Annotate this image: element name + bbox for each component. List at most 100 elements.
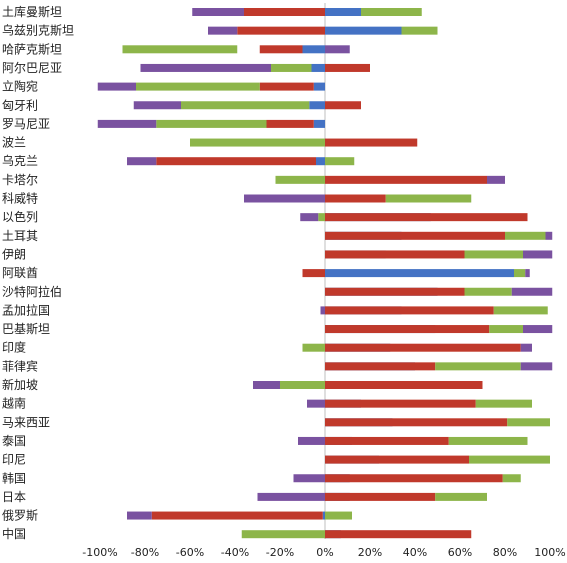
bar-segment (237, 26, 325, 35)
bar-segment (520, 362, 553, 371)
bar-segment (325, 511, 352, 520)
category-label: 马来西亚 (2, 415, 50, 429)
bar-segment (325, 194, 386, 203)
x-tick-label: 40% (403, 546, 427, 559)
category-label: 巴基斯坦 (2, 322, 50, 336)
bar-segment (325, 362, 436, 371)
bar-segment (325, 269, 514, 278)
x-tick-label: -100% (82, 546, 117, 559)
bar-segment (448, 436, 528, 445)
bar-segment (280, 381, 325, 389)
category-label: 阿联酋 (2, 265, 38, 280)
bar-segment (545, 231, 553, 240)
bar-segment (151, 511, 323, 520)
x-tick-label: 20% (358, 546, 382, 559)
bar-segment (309, 101, 325, 110)
bar-segment (475, 399, 532, 408)
bar-segment (464, 287, 512, 296)
bar-segment (127, 511, 152, 520)
category-label: 俄罗斯 (2, 509, 38, 523)
bar-segment (133, 101, 181, 110)
bar-segment (325, 474, 503, 483)
bar-segment (493, 306, 548, 315)
bar-segment (320, 306, 325, 315)
category-label: 以色列 (2, 210, 38, 224)
bar-segment (514, 269, 526, 278)
category-label: 罗马尼亚 (2, 117, 50, 131)
bar-segment (520, 343, 532, 352)
category-label: 新加坡 (2, 377, 38, 392)
bar-segment (325, 418, 508, 427)
category-label: 越南 (2, 396, 26, 411)
bar-segment (97, 119, 157, 128)
x-tick-label: -80% (131, 546, 159, 559)
bar-segment (325, 45, 350, 54)
bar-segment (325, 250, 465, 259)
bar-segment (244, 194, 325, 203)
bar-segment (325, 231, 505, 240)
x-tick-label: -60% (176, 546, 204, 559)
x-tick-label: 60% (448, 546, 472, 559)
bar-segment (244, 8, 325, 16)
bar-segment (325, 101, 361, 110)
bar-segment (241, 530, 325, 539)
bar-segment (293, 474, 325, 483)
bar-segment (97, 82, 136, 91)
bar-segment (469, 455, 550, 464)
bar-segment (275, 175, 325, 184)
bar-segment (511, 287, 553, 296)
category-label: 日本 (2, 490, 26, 504)
bar-segment (325, 381, 483, 389)
bar-segment (385, 194, 472, 203)
bar-segment (318, 213, 325, 222)
category-label: 波兰 (2, 136, 26, 150)
bar-segment (401, 26, 438, 35)
bar-segment (525, 269, 530, 278)
category-label: 土库曼斯坦 (2, 4, 62, 19)
category-label: 伊朗 (2, 247, 26, 261)
category-label: 匈牙利 (2, 98, 38, 112)
bar-segment (507, 418, 550, 427)
bar-segment (271, 63, 312, 72)
bar-segment (322, 511, 325, 520)
bar-segment (325, 325, 490, 334)
bar-segment (361, 8, 422, 16)
bar-segment (505, 231, 546, 240)
bar-segment (325, 399, 476, 408)
bar-segment (140, 63, 271, 72)
bar-segment (192, 8, 244, 16)
bar-segment (502, 474, 521, 483)
category-label: 土耳其 (2, 229, 38, 243)
bar-segment (487, 175, 505, 184)
x-tick-label: -40% (221, 546, 249, 559)
category-label: 乌克兰 (2, 153, 38, 168)
x-tick-label: 100% (534, 546, 565, 559)
category-label: 韩国 (2, 470, 26, 485)
bar-segment (325, 455, 469, 464)
bar-segment (325, 26, 402, 35)
category-label: 菲律宾 (2, 358, 38, 373)
category-label: 阿尔巴尼亚 (2, 60, 62, 75)
bar-segment (136, 82, 260, 91)
bar-segment (489, 325, 523, 334)
category-label: 科威特 (2, 191, 38, 206)
bar-segment (127, 157, 157, 166)
bar-segment (325, 492, 436, 501)
category-label: 卡塔尔 (2, 172, 38, 187)
category-label: 立陶宛 (2, 79, 38, 94)
bar-segment (435, 362, 521, 371)
bar-segment (302, 343, 325, 352)
category-label: 印度 (2, 340, 26, 355)
x-tick-label: 80% (493, 546, 517, 559)
bar-segment (311, 63, 325, 72)
bar-segment (325, 175, 487, 184)
bar-segment (190, 138, 325, 147)
bar-segment (313, 82, 325, 91)
bar-segment (298, 436, 325, 445)
bar-segment (257, 492, 325, 501)
bar-segment (435, 492, 487, 501)
bar-segment (208, 26, 238, 35)
x-tick-label: 0% (316, 546, 333, 559)
bar-segment (156, 157, 316, 166)
